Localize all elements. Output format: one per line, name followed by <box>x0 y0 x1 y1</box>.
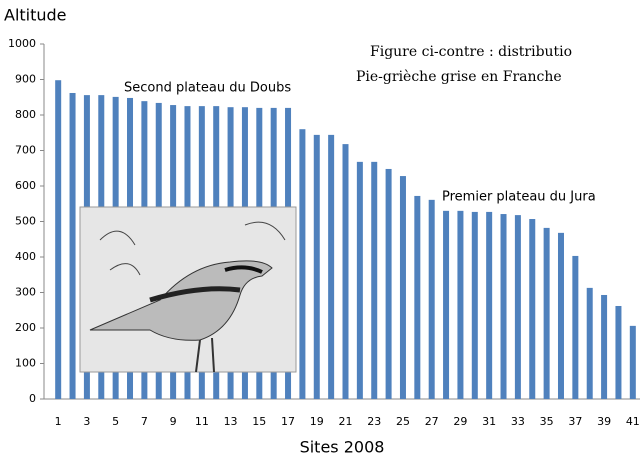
bird-illustration <box>80 207 296 372</box>
x-tick-label: 7 <box>141 415 148 428</box>
y-tick-label: 800 <box>15 108 36 121</box>
caption: Figure ci-contre : distributio <box>370 44 572 60</box>
y-tick-label: 600 <box>15 179 36 192</box>
bar <box>343 144 349 399</box>
bar <box>371 162 377 399</box>
bar <box>314 135 320 399</box>
chart: Altitude Sites 2008 0 100 200 300 400 500 600 7… <box>0 0 642 462</box>
bar <box>386 169 392 399</box>
x-tick-label: 17 <box>281 415 295 428</box>
bar <box>544 228 550 399</box>
annotation: Second plateau du Doubs <box>124 81 291 96</box>
bar <box>515 215 521 399</box>
x-axis-label: Sites 2008 <box>300 438 385 457</box>
bar <box>501 214 507 399</box>
y-tick-label: 400 <box>15 250 36 263</box>
y-tick-label: 900 <box>15 73 36 86</box>
bar <box>558 233 564 399</box>
caption: Pie-grièche grise en Franche <box>356 69 562 85</box>
x-tick-label: 35 <box>540 415 554 428</box>
bar <box>601 295 607 399</box>
x-tick-label: 33 <box>511 415 525 428</box>
y-tick-label: 1000 <box>8 37 36 50</box>
x-tick-label: 29 <box>453 415 467 428</box>
bar <box>587 288 593 399</box>
x-tick-label: 39 <box>597 415 611 428</box>
y-tick-label: 500 <box>15 215 36 228</box>
x-tick-label: 13 <box>224 415 238 428</box>
x-tick-label: 31 <box>482 415 496 428</box>
bar <box>429 200 435 399</box>
bar <box>472 212 478 399</box>
bar <box>443 211 449 399</box>
x-tick-label: 5 <box>112 415 119 428</box>
x-tick-label: 11 <box>195 415 209 428</box>
x-tick-label: 25 <box>396 415 410 428</box>
y-tick-label: 700 <box>15 144 36 157</box>
y-tick-label: 300 <box>15 286 36 299</box>
bar <box>400 176 406 399</box>
bar <box>572 256 578 399</box>
bar <box>70 93 76 399</box>
bar <box>615 306 621 399</box>
annotation: Premier plateau du Jura <box>442 190 596 205</box>
bar <box>414 196 420 399</box>
x-tick-label: 9 <box>170 415 177 428</box>
y-tick-label: 0 <box>29 392 36 405</box>
x-tick-label: 41 <box>626 415 640 428</box>
bar <box>55 80 61 399</box>
x-tick-label: 3 <box>83 415 90 428</box>
bar <box>529 219 535 399</box>
x-tick-label: 15 <box>252 415 266 428</box>
bar <box>486 212 492 399</box>
bar <box>328 135 334 399</box>
y-axis-label: Altitude <box>4 6 67 25</box>
bar <box>457 211 463 399</box>
bar <box>630 326 636 399</box>
x-tick-label: 21 <box>339 415 353 428</box>
y-tick-label: 200 <box>15 321 36 334</box>
x-tick-label: 1 <box>55 415 62 428</box>
x-tick-label: 27 <box>425 415 439 428</box>
x-tick-label: 37 <box>568 415 582 428</box>
bar <box>299 129 305 399</box>
y-tick-label: 100 <box>15 357 36 370</box>
x-tick-label: 19 <box>310 415 324 428</box>
x-tick-label: 23 <box>367 415 381 428</box>
bar <box>357 162 363 399</box>
